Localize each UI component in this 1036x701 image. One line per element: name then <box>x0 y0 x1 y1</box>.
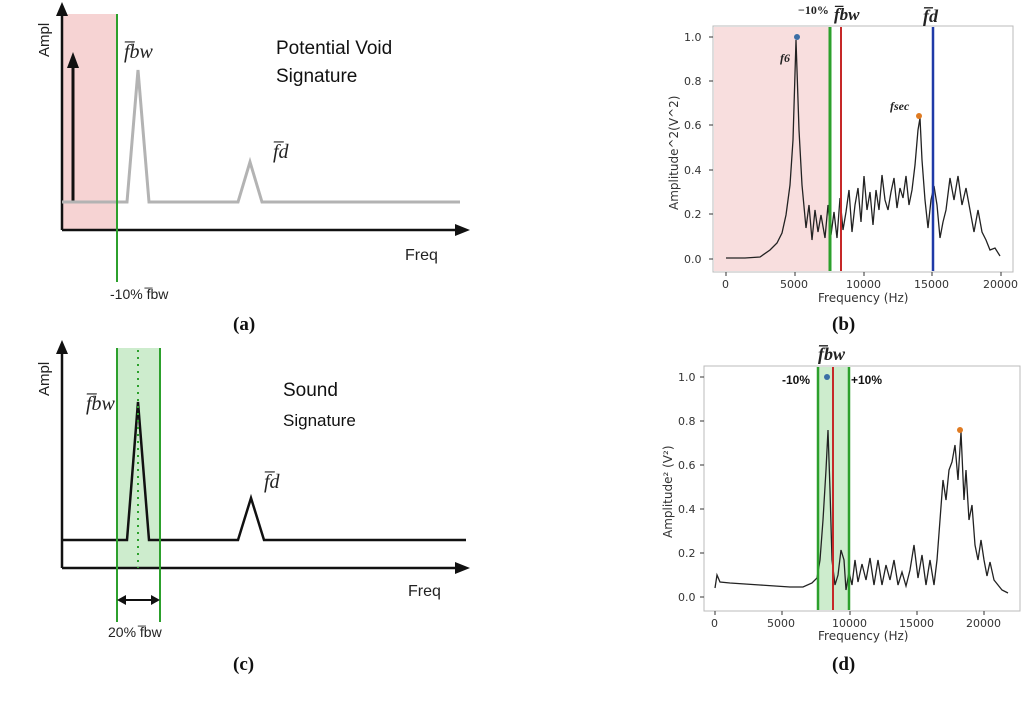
svg-text:20000: 20000 <box>966 617 1001 630</box>
x-axis-arrow <box>455 224 470 236</box>
svg-text:15000: 15000 <box>899 617 934 630</box>
svg-text:10000: 10000 <box>846 278 881 291</box>
y-axis-label: Amplitude² (V²) <box>661 445 675 538</box>
caption-d: (d) <box>832 654 855 675</box>
fd-label: f̅d <box>923 5 939 26</box>
svg-text:0.2: 0.2 <box>684 208 702 221</box>
svg-text:0: 0 <box>722 278 729 291</box>
title-line1: Potential Void <box>276 38 392 59</box>
caption-a: (a) <box>233 314 255 335</box>
svg-text:1.0: 1.0 <box>678 371 696 384</box>
title-line2: Signature <box>276 66 357 87</box>
spectrum-line <box>726 39 1001 259</box>
caption-c: (c) <box>233 654 254 675</box>
peak-marker-sec <box>957 427 963 433</box>
plus10-label: +10% <box>851 373 882 387</box>
peak-d-label: f̅d <box>264 471 281 493</box>
panel-a: Ampl Freq Potential Void Signature f̅bw … <box>36 2 470 335</box>
minus10-label: −10% <box>798 3 829 17</box>
x-axis-label: Freq <box>405 247 438 264</box>
plot-frame <box>712 25 1014 273</box>
excluded-region-shade <box>62 14 117 230</box>
peak-bw-label: f̅bw <box>124 41 154 63</box>
minus10-label: -10% <box>782 373 810 387</box>
svg-text:0.6: 0.6 <box>684 119 702 132</box>
title-line2: Signature <box>283 411 356 430</box>
svg-text:0: 0 <box>711 617 718 630</box>
grey-signal <box>62 69 460 204</box>
peak-bw-label: f̅bw <box>86 393 116 415</box>
peak-marker-bw <box>824 374 830 380</box>
spectrum-line <box>714 429 1009 594</box>
x-ticks: 0 5000 10000 15000 20000 <box>711 611 1001 630</box>
svg-text:0.8: 0.8 <box>684 75 702 88</box>
panel-c: Ampl Freq Sound Signature f̅bw f̅d 20% f… <box>36 340 470 675</box>
x-axis-label: Frequency (Hz) <box>818 629 909 643</box>
y-ticks: 0.0 0.2 0.4 0.6 0.8 1.0 <box>684 31 713 266</box>
f6-label: f6 <box>780 51 790 65</box>
caption-b: (b) <box>832 314 855 335</box>
svg-text:1.0: 1.0 <box>684 31 702 44</box>
x-axis-label: Freq <box>408 583 441 600</box>
svg-text:0.0: 0.0 <box>678 591 696 604</box>
y-axis-label: Amplitude^2(V^2) <box>667 96 681 210</box>
title-line1: Sound <box>283 380 338 401</box>
band-label: 20% f̅bw <box>108 624 163 640</box>
panel-d: 0.0 0.2 0.4 0.6 0.8 1.0 0 5000 10000 150… <box>661 343 1021 675</box>
panel-b: 0.0 0.2 0.4 0.6 0.8 1.0 0 5000 10000 150… <box>667 3 1018 335</box>
peak-marker-f6 <box>794 34 800 40</box>
svg-text:0.0: 0.0 <box>684 253 702 266</box>
fsec-label: fsec <box>890 99 910 113</box>
svg-text:20000: 20000 <box>983 278 1018 291</box>
y-axis-arrow <box>56 2 68 16</box>
fbw-label: f̅bw <box>834 5 860 24</box>
svg-text:0.4: 0.4 <box>678 503 696 516</box>
black-signal <box>62 401 466 542</box>
svg-text:0.6: 0.6 <box>678 459 696 472</box>
x-ticks: 0 5000 10000 15000 20000 <box>722 272 1018 291</box>
x-axis-label: Frequency (Hz) <box>818 291 909 305</box>
svg-text:0.4: 0.4 <box>684 164 702 177</box>
fbw-label: f̅bw <box>818 343 846 364</box>
peak-marker-fsec <box>916 113 922 119</box>
svg-text:5000: 5000 <box>780 278 808 291</box>
svg-text:10000: 10000 <box>832 617 867 630</box>
svg-text:0.8: 0.8 <box>678 415 696 428</box>
y-axis-label: Ampl <box>36 23 53 57</box>
svg-text:5000: 5000 <box>767 617 795 630</box>
excluded-region-shade <box>714 27 829 271</box>
svg-text:15000: 15000 <box>914 278 949 291</box>
threshold-label: -10% f̅bw <box>110 286 169 302</box>
plot-frame <box>703 365 1021 612</box>
band-shade <box>117 348 160 568</box>
y-ticks: 0.0 0.2 0.4 0.6 0.8 1.0 <box>678 371 704 604</box>
y-axis-label: Ampl <box>36 362 53 396</box>
svg-text:0.2: 0.2 <box>678 547 696 560</box>
peak-d-label: f̅d <box>273 141 290 163</box>
